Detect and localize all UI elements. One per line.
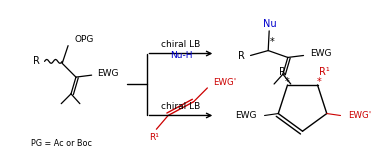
- Text: EWG: EWG: [310, 49, 332, 58]
- Text: EWG': EWG': [213, 78, 237, 87]
- Text: *: *: [285, 77, 290, 87]
- Text: R: R: [33, 56, 40, 66]
- Text: EWG: EWG: [235, 111, 257, 120]
- Text: Nu: Nu: [263, 19, 277, 29]
- Text: R¹: R¹: [319, 67, 330, 77]
- Text: EWG': EWG': [349, 111, 372, 120]
- Text: R: R: [279, 67, 286, 77]
- Text: OPG: OPG: [75, 35, 94, 44]
- Text: chiral LB: chiral LB: [161, 40, 200, 49]
- Text: *: *: [270, 37, 274, 47]
- Text: *: *: [317, 77, 322, 87]
- Text: R: R: [238, 51, 245, 61]
- Text: Nu-H: Nu-H: [170, 51, 192, 60]
- Text: PG = Ac or Boc: PG = Ac or Boc: [31, 138, 92, 148]
- Text: R¹: R¹: [149, 133, 160, 142]
- Text: chiral LB: chiral LB: [161, 102, 200, 111]
- Text: EWG: EWG: [98, 69, 119, 78]
